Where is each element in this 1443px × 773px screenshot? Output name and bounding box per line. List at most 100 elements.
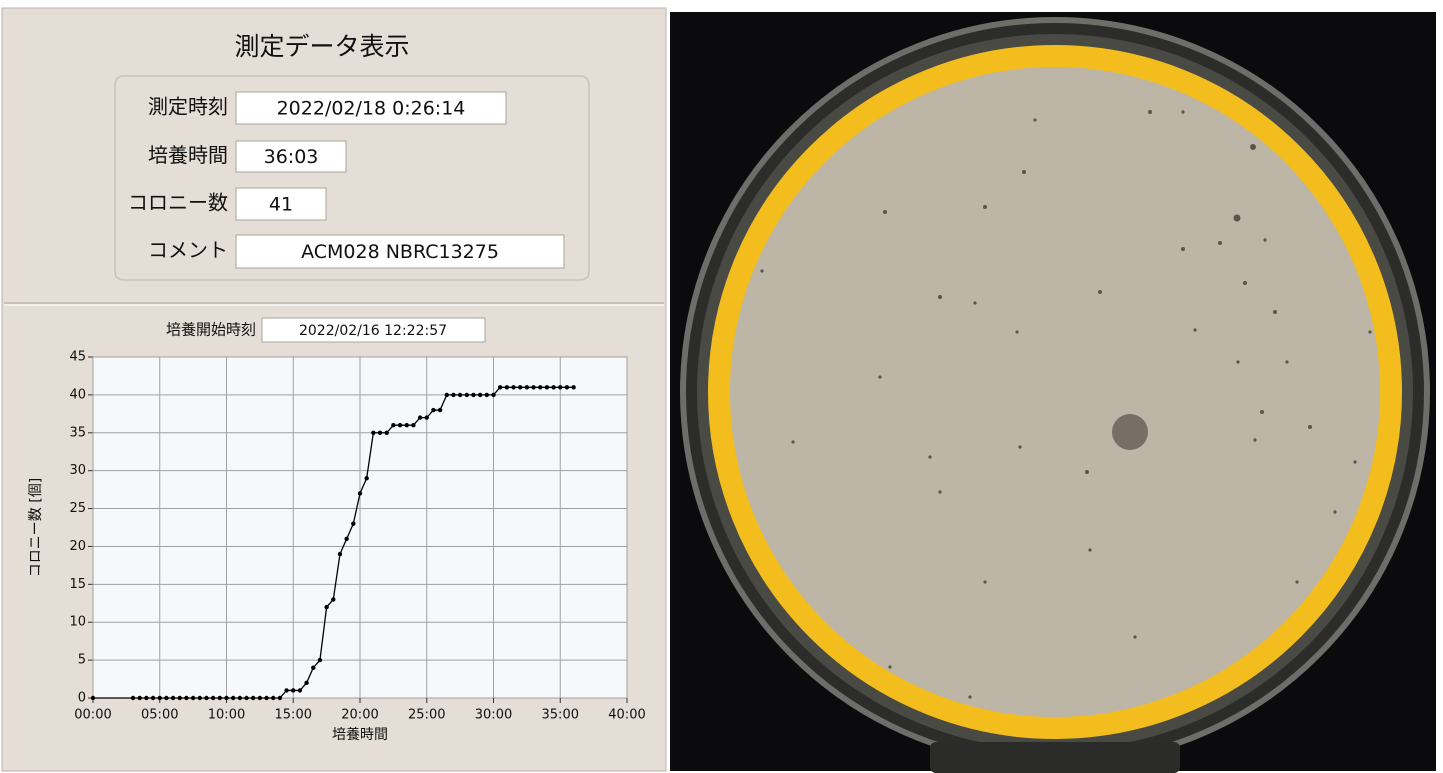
data-point <box>445 393 449 397</box>
data-point <box>198 696 202 700</box>
data-point <box>398 423 402 427</box>
x-tick-label: 40:00 <box>608 708 645 723</box>
data-point <box>258 696 262 700</box>
speck <box>1181 110 1184 113</box>
data-point <box>351 522 355 526</box>
data-point <box>204 696 208 700</box>
speck <box>1234 215 1241 222</box>
x-tick-label: 10:00 <box>208 708 245 723</box>
x-tick-label: 15:00 <box>275 708 312 723</box>
y-tick-label: 40 <box>69 387 86 402</box>
data-point <box>338 552 342 556</box>
data-point <box>91 696 95 700</box>
y-tick-label: 15 <box>69 577 86 592</box>
colony <box>1112 414 1148 450</box>
data-point <box>271 696 275 700</box>
data-point <box>178 696 182 700</box>
speck <box>1098 290 1102 294</box>
data-point <box>378 431 382 435</box>
data-point <box>391 423 395 427</box>
data-point <box>551 385 555 389</box>
data-point <box>184 696 188 700</box>
speck <box>1022 170 1026 174</box>
start-time-value: 2022/02/16 12:22:57 <box>299 323 447 339</box>
x-tick-label: 35:00 <box>542 708 579 723</box>
y-tick-label: 20 <box>69 539 86 554</box>
data-point <box>218 696 222 700</box>
data-point <box>298 688 302 692</box>
data-point <box>344 537 348 541</box>
data-point <box>191 696 195 700</box>
speck <box>1263 238 1266 241</box>
x-axis-label: 培養時間 <box>332 726 388 743</box>
speck <box>983 580 986 583</box>
x-tick-label: 20:00 <box>341 708 378 723</box>
data-point <box>171 696 175 700</box>
speck <box>1285 360 1288 363</box>
start-time-label: 培養開始時刻 <box>166 321 256 339</box>
data-point <box>138 696 142 700</box>
speck <box>1273 310 1277 314</box>
field-label: 測定時刻 <box>148 95 228 119</box>
data-point <box>498 385 502 389</box>
speck <box>1015 330 1018 333</box>
data-point <box>545 385 549 389</box>
y-tick-label: 35 <box>69 425 86 440</box>
speck <box>1088 548 1091 551</box>
y-tick-label: 25 <box>69 501 86 516</box>
data-point <box>251 696 255 700</box>
data-point <box>558 385 562 389</box>
speck <box>791 440 794 443</box>
data-point <box>304 681 308 685</box>
data-point <box>405 423 409 427</box>
data-point <box>385 431 389 435</box>
speck <box>968 695 971 698</box>
data-point <box>291 688 295 692</box>
speck <box>878 375 881 378</box>
data-point <box>538 385 542 389</box>
data-point <box>244 696 248 700</box>
speck <box>938 295 942 299</box>
speck <box>883 210 887 214</box>
data-point <box>431 408 435 412</box>
data-point <box>318 658 322 662</box>
data-point <box>571 385 575 389</box>
speck <box>1033 118 1036 121</box>
data-point <box>371 431 375 435</box>
data-point <box>324 605 328 609</box>
data-point <box>364 476 368 480</box>
speck <box>1218 241 1222 245</box>
y-tick-label: 5 <box>78 653 86 668</box>
y-tick-label: 30 <box>69 463 86 478</box>
speck <box>1085 470 1089 474</box>
x-tick-label: 05:00 <box>141 708 178 723</box>
speck <box>1333 510 1336 513</box>
speck <box>1368 330 1371 333</box>
speck <box>760 269 763 272</box>
data-point <box>358 491 362 495</box>
data-point <box>505 385 509 389</box>
x-tick-label: 00:00 <box>74 708 111 723</box>
field-value: 41 <box>269 194 293 216</box>
speck <box>1018 445 1021 448</box>
data-point <box>284 688 288 692</box>
data-point <box>451 393 455 397</box>
speck <box>1148 110 1152 114</box>
data-point <box>278 696 282 700</box>
data-point <box>231 696 235 700</box>
data-point <box>478 393 482 397</box>
data-point <box>131 696 135 700</box>
data-point <box>458 393 462 397</box>
data-point <box>465 393 469 397</box>
speck <box>928 455 931 458</box>
speck <box>1308 425 1312 429</box>
speck <box>1295 580 1298 583</box>
speck <box>1260 410 1264 414</box>
data-point <box>144 696 148 700</box>
data-point <box>264 696 268 700</box>
y-tick-label: 0 <box>78 691 86 706</box>
speck <box>1236 360 1239 363</box>
data-point <box>525 385 529 389</box>
data-point <box>518 385 522 389</box>
data-point <box>411 423 415 427</box>
